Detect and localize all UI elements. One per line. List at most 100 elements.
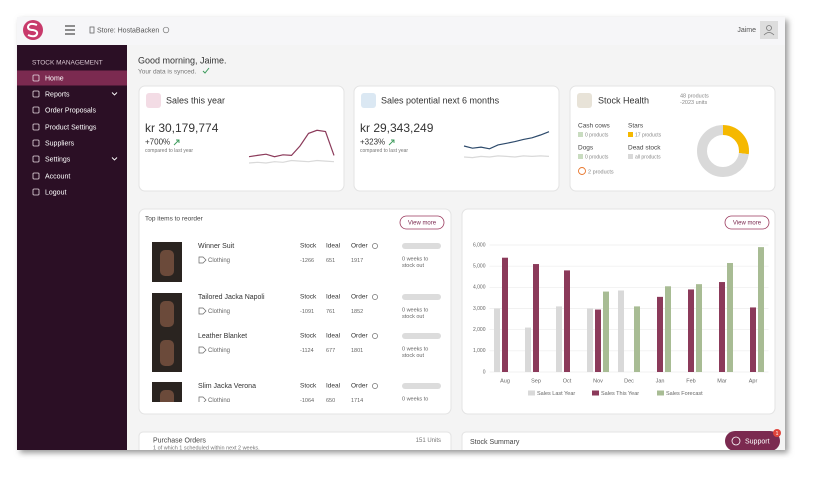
- sales-chart: 0 1,000 2,000 3,000 4,000 5,000 6,000 Aug Sep Oct…: [473, 242, 769, 397]
- trend-arrow: [388, 139, 395, 146]
- legend-label: Sales This Year: [601, 391, 639, 397]
- product-image-detail: [160, 250, 174, 276]
- x-tick-label: Aug: [500, 378, 510, 384]
- trend-arrow: [173, 139, 180, 146]
- group-swatch: [628, 132, 633, 137]
- kpi-value: kr 29,343,249: [360, 121, 434, 135]
- product-name[interactable]: Winner Suit: [198, 243, 234, 250]
- product-name[interactable]: Slim Jacka Verona: [198, 383, 256, 390]
- tag-icon: [198, 396, 207, 402]
- legend-swatch: [657, 390, 664, 396]
- bar: [665, 286, 671, 372]
- view-more-label[interactable]: View more: [408, 221, 437, 227]
- item-stock: -1091: [300, 309, 314, 315]
- column-header: Stock: [300, 294, 317, 301]
- stock-out-status: 0 weeks to: [402, 307, 428, 313]
- menu-item[interactable]: Settings: [45, 156, 71, 163]
- column-header: Order: [351, 333, 368, 340]
- item-stock: -1124: [300, 348, 314, 354]
- product-category: Clothing: [208, 348, 230, 354]
- menu-item[interactable]: Home: [45, 75, 64, 82]
- menu-item[interactable]: Product Settings: [45, 124, 97, 131]
- view-more-label[interactable]: View more: [733, 221, 762, 227]
- y-tick-label: 1,000: [473, 348, 486, 354]
- menu-icon: [32, 188, 40, 196]
- bar: [618, 290, 624, 372]
- greeting-subtitle: Your data is synced.: [138, 69, 196, 76]
- menu-item[interactable]: Suppliers: [45, 140, 75, 147]
- total-products: 48 products: [680, 93, 709, 99]
- total-units: -2023 units: [680, 100, 707, 106]
- stock-groups: Cash cows 0 products Stars 17 products Dogs 0…: [578, 123, 749, 177]
- info-icon: [372, 294, 378, 300]
- info-icon: [372, 333, 378, 339]
- product-category: Clothing: [208, 258, 230, 264]
- product-image-detail: [160, 301, 174, 327]
- menu-item[interactable]: Order Proposals: [45, 107, 96, 114]
- item-order: 1917: [351, 258, 363, 264]
- kpi-change: +700%: [145, 138, 170, 147]
- column-header: Order: [351, 243, 368, 250]
- bar: [758, 247, 764, 372]
- store-name[interactable]: Store: HostaBacken: [97, 27, 159, 34]
- stock-out-status: stock out: [402, 353, 424, 359]
- support-button[interactable]: [725, 431, 780, 451]
- x-tick-label: Apr: [749, 378, 758, 384]
- bar: [688, 289, 694, 372]
- chevron: [111, 92, 118, 96]
- kpi-title: Sales potential next 6 months: [381, 95, 500, 105]
- kpi-card: [353, 85, 560, 192]
- purchase-orders-card[interactable]: [138, 431, 452, 462]
- menu-icon: [32, 155, 40, 163]
- kpi-icon: [146, 93, 161, 108]
- tag-icon: [198, 346, 207, 354]
- menu-item[interactable]: Account: [45, 173, 70, 180]
- kpi-change: +323%: [360, 138, 385, 147]
- stock-out-status: stock out: [402, 314, 424, 320]
- legend-label: Sales Last Year: [537, 391, 575, 397]
- y-tick-label: 0: [483, 369, 486, 375]
- top-items-card: [138, 208, 452, 415]
- logo-glyph: [26, 22, 39, 38]
- group-count: all products: [635, 154, 661, 160]
- donut-segment: [697, 125, 749, 177]
- bar: [719, 282, 725, 372]
- stock-health-title: Stock Health: [598, 95, 649, 105]
- avatar[interactable]: [760, 21, 778, 39]
- column-header: Ideal: [326, 383, 341, 390]
- view-more-button[interactable]: [399, 215, 445, 230]
- menu-item[interactable]: Reports: [45, 91, 70, 98]
- greeting-title: Good morning, Jaime.: [138, 55, 227, 65]
- progress-bar: [402, 383, 441, 389]
- bar: [564, 270, 570, 372]
- info-icon: [372, 243, 378, 249]
- purchase-orders-title: Purchase Orders: [153, 437, 206, 444]
- product-name[interactable]: Leather Blanket: [198, 333, 247, 340]
- legend-swatch: [592, 390, 599, 396]
- menu-button[interactable]: [65, 25, 75, 35]
- x-tick-label: Dec: [624, 378, 634, 384]
- info-icon[interactable]: [162, 26, 170, 34]
- y-tick-label: 2,000: [473, 327, 486, 333]
- store-icon: [89, 26, 95, 34]
- progress-bar: [402, 243, 441, 249]
- support-label[interactable]: Support: [745, 438, 770, 445]
- group-swatch: [578, 154, 583, 159]
- y-tick-label: 5,000: [473, 263, 486, 269]
- item-order: 1852: [351, 309, 363, 315]
- x-tick-label: Feb: [686, 378, 695, 384]
- y-tick-label: 3,000: [473, 306, 486, 312]
- app-window: Store: HostaBacken Jaime STOCK MANAGEMEN…: [17, 17, 785, 462]
- purchase-orders-units: 151 Units: [416, 438, 441, 444]
- product-name[interactable]: Tailored Jacka Napoli: [198, 294, 265, 301]
- menu-icon: [32, 123, 40, 131]
- bar: [696, 284, 702, 372]
- menu-icon: [32, 139, 40, 147]
- menu-item[interactable]: Logout: [45, 189, 66, 196]
- legend-label: Sales Forecast: [666, 391, 703, 397]
- tag-icon: [198, 256, 207, 264]
- avatar-body: [763, 32, 775, 36]
- view-more-button[interactable]: [724, 215, 770, 230]
- item-order: 1801: [351, 348, 363, 354]
